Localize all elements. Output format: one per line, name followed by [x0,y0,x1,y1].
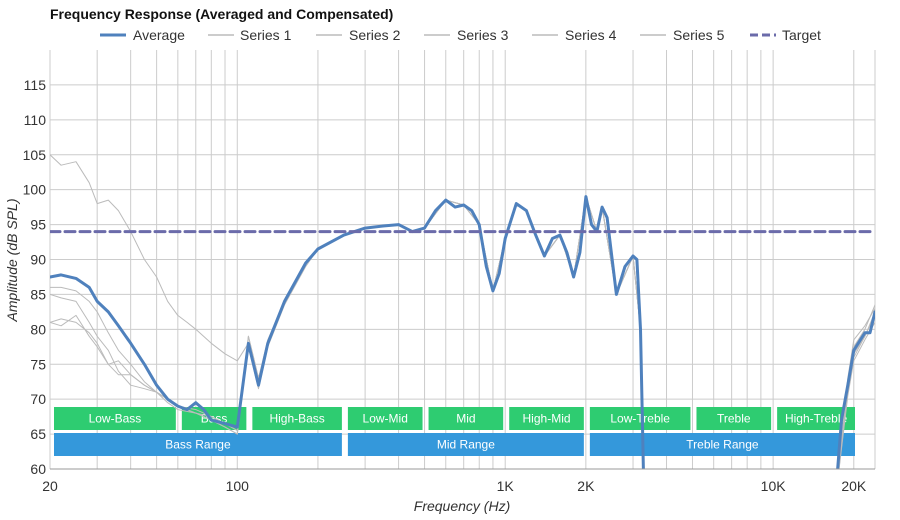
band-mid-range: Mid Range [347,433,584,456]
band-label: Treble Range [686,438,759,452]
legend-item-series-5: Series 5 [640,27,725,43]
y-tick-label: 105 [23,147,47,163]
x-tick-label: 10K [761,478,787,494]
band-box [509,407,584,430]
band-label: Low-Mid [363,412,408,426]
series-line-series-2 [50,196,875,469]
band-mid: Mid [428,407,504,430]
band-label: Low-Bass [89,412,142,426]
band-box [252,407,342,430]
x-axis-title: Frequency (Hz) [414,498,510,514]
band-box [347,407,423,430]
band-low-bass: Low-Bass [54,407,176,430]
y-tick-label: 75 [30,356,46,372]
band-label: Mid [456,412,475,426]
x-tick-label: 1K [497,478,515,494]
legend-label: Series 3 [457,27,509,43]
band-box [777,407,855,430]
band-label: Low-Treble [610,412,670,426]
series-line-average [50,195,875,469]
legend-label: Series 2 [349,27,401,43]
band-low-treble: Low-Treble [589,407,691,430]
y-tick-label: 115 [24,77,47,93]
y-tick-label: 110 [24,112,47,128]
legend-label: Series 5 [673,27,725,43]
band-label: Treble [717,412,751,426]
band-label: High-Bass [269,412,324,426]
legend-label: Average [133,27,185,43]
chart-series [50,154,875,469]
y-tick-label: 85 [30,286,46,302]
band-label: High-Treble [785,412,848,426]
band-treble-range: Treble Range [589,433,855,456]
x-tick-label: 2K [577,478,595,494]
x-tick-label: 20K [841,478,867,494]
band-box [428,407,504,430]
y-tick-label: 95 [30,217,46,233]
series-line-series-4 [50,196,875,469]
frequency-band-labels: Low-Bass Bass High-Bass Low-Mid Mid High-Mid L… [54,407,855,456]
y-tick-label: 60 [30,461,46,477]
legend-item-target: Target [750,27,821,43]
band-label: Bass Range [165,438,231,452]
legend-label: Series 1 [240,27,292,43]
y-tick-label: 65 [30,426,46,442]
band-label: Mid Range [437,438,495,452]
band-low-mid: Low-Mid [347,407,423,430]
band-box [589,433,855,456]
legend-item-series-1: Series 1 [208,27,292,43]
chart-title: Frequency Response (Averaged and Compens… [50,6,393,22]
legend-item-average: Average [100,27,185,43]
legend-item-series-3: Series 3 [424,27,509,43]
band-bass-range: Bass Range [54,433,342,456]
y-tick-label: 90 [30,252,46,268]
legend-item-series-2: Series 2 [316,27,401,43]
x-tick-label: 20 [42,478,58,494]
band-box [347,433,584,456]
band-box [696,407,772,430]
legend-label: Target [782,27,821,43]
y-tick-label: 80 [30,321,46,337]
chart-grid [49,50,876,470]
y-axis-title: Amplitude (dB SPL) [4,199,20,323]
band-high-mid: High-Mid [509,407,584,430]
band-box [54,407,176,430]
y-tick-label: 70 [30,391,46,407]
band-high-treble: High-Treble [777,407,855,430]
x-tick-label: 100 [226,478,250,494]
series-line-series-5 [50,196,875,469]
legend-item-series-4: Series 4 [532,27,617,43]
band-treble: Treble [696,407,772,430]
chart-legend: Average Series 1 Series 2 Series 3 Series 4 S… [100,27,821,43]
band-box [589,407,691,430]
band-box [54,433,342,456]
legend-label: Series 4 [565,27,617,43]
series-line-series-3 [50,196,875,469]
y-tick-label: 100 [23,182,47,198]
band-high-bass: High-Bass [252,407,342,430]
chart-axes: 60 65 70 75 80 85 90 95 100 105 110 115 20 100 1K 2K 10K… [23,77,875,494]
band-label: High-Mid [523,412,571,426]
